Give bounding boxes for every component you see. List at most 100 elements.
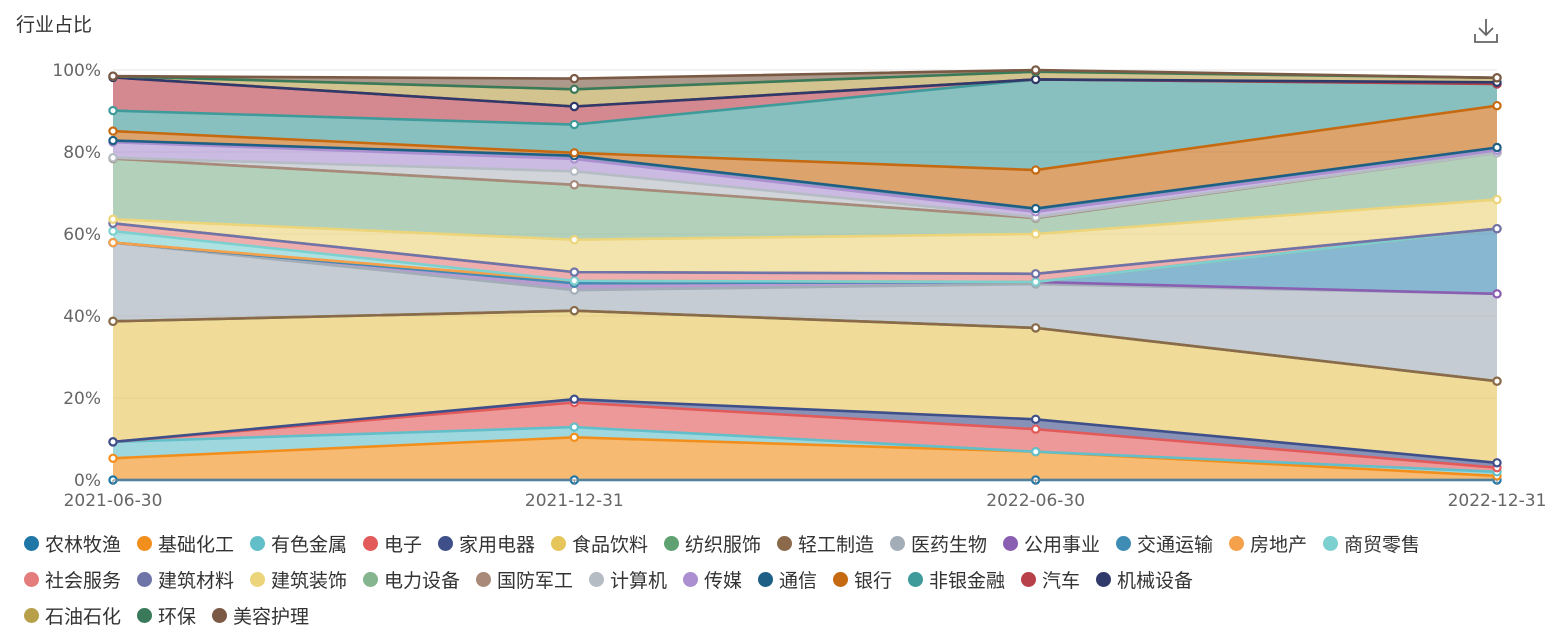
legend-label: 传媒 — [704, 570, 743, 592]
legend-item[interactable]: 轻工制造 — [777, 530, 874, 557]
data-point — [108, 105, 118, 116]
legend-item[interactable]: 电力设备 — [363, 566, 460, 593]
legend-label: 医药生物 — [911, 534, 988, 556]
legend-label: 银行 — [854, 570, 893, 592]
legend-item[interactable]: 汽车 — [1021, 566, 1080, 593]
legend-dot-icon — [1003, 536, 1018, 551]
data-point — [108, 453, 118, 463]
series-line-12 — [112, 227, 1498, 284]
series-line-4 — [112, 397, 1498, 465]
legend-item[interactable]: 家用电器 — [438, 530, 535, 557]
series-line-21 — [112, 104, 1498, 172]
data-point — [569, 101, 580, 112]
legend-item[interactable]: 计算机 — [589, 566, 667, 593]
legend-dot-icon — [551, 536, 566, 551]
legend-label: 基础化工 — [158, 534, 235, 556]
legend-dot-icon — [589, 572, 604, 587]
data-point — [1030, 74, 1041, 85]
area-3 — [113, 402, 1497, 472]
legend-label: 公用事业 — [1024, 534, 1101, 556]
legend-label: 建筑材料 — [158, 570, 235, 592]
data-point — [108, 237, 118, 248]
data-point — [108, 71, 118, 81]
legend-item[interactable]: 机械设备 — [1096, 566, 1193, 593]
legend-item[interactable]: 传媒 — [683, 566, 742, 593]
legend-item[interactable]: 通信 — [758, 566, 817, 593]
legend-item[interactable]: 建筑材料 — [137, 566, 234, 593]
series-line-27 — [112, 68, 1498, 80]
legend-item[interactable]: 美容护理 — [212, 602, 309, 629]
data-point — [569, 432, 580, 443]
series-line-2 — [112, 425, 1498, 474]
legend-item[interactable]: 食品饮料 — [551, 530, 648, 557]
area-chart: 0% 20% 40% 60% 80% 100% 2021-06-30 2021-12-31 20… — [52, 61, 1546, 511]
legend-item[interactable]: 纺织服饰 — [664, 530, 761, 557]
x-tick-label: 2022-06-30 — [986, 491, 1085, 511]
y-tick-label: 0% — [74, 471, 101, 491]
legend-item[interactable]: 基础化工 — [137, 530, 234, 557]
legend-dot-icon — [758, 572, 773, 587]
legend-dot-icon — [363, 536, 378, 551]
data-point — [569, 267, 580, 277]
legend-label: 建筑装饰 — [271, 570, 348, 592]
legend-item[interactable]: 电子 — [363, 530, 422, 557]
legend-dot-icon — [137, 536, 152, 551]
axis-layer: 0% 20% 40% 60% 80% 100% 2021-06-30 2021-12-31 20… — [52, 61, 1546, 511]
data-point — [1030, 323, 1041, 333]
legend-label: 家用电器 — [459, 534, 536, 556]
legend-item[interactable]: 商贸零售 — [1323, 530, 1420, 557]
legend-label: 石油石化 — [45, 606, 122, 628]
x-tick-label: 2022-12-31 — [1448, 491, 1547, 511]
data-point — [1030, 229, 1041, 239]
legend-label: 交通运输 — [1137, 534, 1214, 556]
legend-item[interactable]: 石油石化 — [24, 602, 121, 629]
data-point — [569, 119, 580, 130]
area-21 — [113, 105, 1497, 209]
area-2 — [113, 427, 1497, 476]
data-point — [1492, 223, 1502, 234]
legend-label: 美容护理 — [233, 606, 310, 628]
legend-item[interactable]: 有色金属 — [250, 530, 347, 557]
legend-dot-icon — [890, 536, 905, 551]
legend-item[interactable]: 非银金融 — [908, 566, 1005, 593]
area-4 — [113, 399, 1497, 468]
data-point — [569, 84, 580, 94]
legend-dot-icon — [1096, 572, 1111, 587]
legend-item[interactable]: 房地产 — [1229, 530, 1307, 557]
legend-label: 轻工制造 — [798, 534, 875, 556]
legend-item[interactable]: 交通运输 — [1116, 530, 1213, 557]
legend-label: 农林牧渔 — [45, 534, 122, 556]
data-point — [569, 148, 580, 158]
legend-dot-icon — [24, 536, 39, 551]
legend-dot-icon — [476, 572, 491, 587]
legend-item[interactable]: 医药生物 — [890, 530, 987, 557]
legend-item[interactable]: 环保 — [137, 602, 196, 629]
x-tick-label: 2021-12-31 — [525, 491, 624, 511]
series-line-1 — [112, 436, 1498, 478]
area-layer — [113, 70, 1497, 480]
data-point — [569, 166, 580, 176]
legend-dot-icon — [683, 572, 698, 587]
data-point — [1492, 376, 1502, 386]
download-icon[interactable] — [1472, 16, 1500, 46]
legend-label: 计算机 — [610, 570, 668, 592]
legend-item[interactable]: 公用事业 — [1003, 530, 1100, 557]
legend-label: 电力设备 — [384, 570, 461, 592]
legend-item[interactable]: 农林牧渔 — [24, 530, 121, 557]
data-point — [108, 135, 118, 146]
data-point — [108, 214, 118, 224]
legend-item[interactable]: 银行 — [833, 566, 892, 593]
data-point — [1492, 289, 1502, 299]
legend-dot-icon — [833, 572, 848, 587]
legend-dot-icon — [438, 536, 453, 551]
legend-label: 汽车 — [1042, 570, 1081, 592]
legend-label: 机械设备 — [1117, 570, 1194, 592]
area-1 — [113, 437, 1497, 480]
data-point — [108, 126, 118, 136]
legend-dot-icon — [664, 536, 679, 551]
legend-item[interactable]: 建筑装饰 — [250, 566, 347, 593]
area-16 — [113, 152, 1497, 240]
legend-item[interactable]: 国防军工 — [476, 566, 573, 593]
legend-item[interactable]: 社会服务 — [24, 566, 121, 593]
data-point — [1030, 65, 1041, 75]
